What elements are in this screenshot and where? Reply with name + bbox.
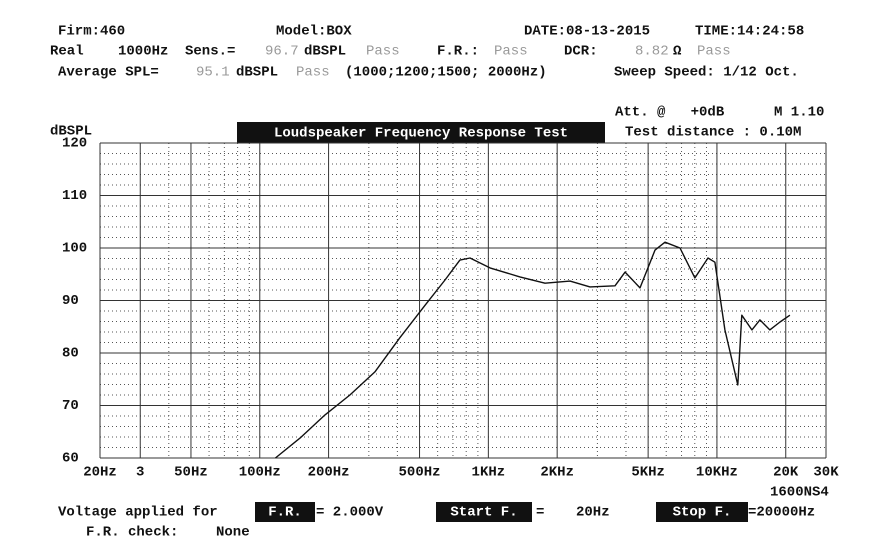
y-tick-label: 100 [62,241,87,257]
check-label: F.R. check: [86,525,178,541]
m: M 1.10 [774,105,824,121]
chart-title: Loudspeaker Frequency Response Test [274,126,568,142]
check-value: None [216,525,250,541]
sens-unit: dBSPL [304,44,346,60]
dcr-unit: Ω [673,44,682,60]
y-tick-label: 110 [62,188,87,204]
avg-status: Pass [296,65,330,81]
y-tick-label: 70 [62,398,79,414]
x-tick-label: 1KHz [472,465,506,481]
voltage-value: = 2.000V [316,505,384,521]
x-tick-label: 200Hz [308,465,350,481]
stop-box-label: Stop F. [673,505,732,521]
y-label: dBSPL [50,124,92,140]
real: Real [50,44,84,60]
distance: Test distance : 0.10M [625,125,801,141]
start-box-label: Start F. [450,505,517,521]
start-box [436,502,532,522]
sens-label: Sens.= [185,44,235,60]
header: Firm:460 Model:BOX DATE:08-13-2015 TIME:… [50,24,824,143]
sens-status: Pass [366,44,400,60]
stop-box [656,502,748,522]
x-tick-label: 100Hz [239,465,281,481]
dcr-label: DCR: [564,44,598,60]
sweep: Sweep Speed: 1/12 Oct. [614,65,799,81]
y-tick-label: 60 [62,451,79,467]
y-tick-label: 90 [62,293,79,309]
fr-status: Pass [494,44,528,60]
x-tick-label: 20K [773,465,799,481]
x-tick-label: 50Hz [174,465,208,481]
footer: 1600NS4 Voltage applied for F.R. = 2.000… [58,485,829,541]
time: TIME:14:24:58 [695,24,804,40]
x-tick-label: 30K [813,465,839,481]
date: DATE:08-13-2015 [524,24,650,40]
response-curve [274,241,791,459]
dcr-value: 8.82 [635,44,669,60]
x-tick-label: 500Hz [399,465,441,481]
firm: Firm:460 [58,24,125,40]
sens-value: 96.7 [265,44,299,60]
avg-label: Average SPL= [58,65,159,81]
avg-unit: dBSPL [236,65,278,81]
fr-box [255,502,315,522]
att: Att. @ +0dB [615,105,725,121]
x-tick-label: 20Hz [83,465,117,481]
x-tick-label: 3 [136,465,144,481]
start-eq: = [536,505,544,521]
code: 1600NS4 [770,485,829,501]
model: Model:BOX [276,24,352,40]
stop-value: =20000Hz [748,505,815,521]
voltage-label: Voltage applied for [58,505,218,521]
x-tick-label: 5KHz [631,465,665,481]
x-tick-label: 10KHz [696,465,738,481]
fr-box-label: F.R. [268,505,302,521]
real-freq: 1000Hz [118,44,168,60]
start-value: 20Hz [576,505,610,521]
x-tick-label: 2KHz [540,465,574,481]
y-tick-label: 120 [62,136,87,152]
y-tick-label: 80 [62,346,79,362]
avg-freqs: (1000;1200;1500; 2000Hz) [345,65,547,81]
fr-label: F.R.: [437,44,479,60]
dcr-status: Pass [697,44,731,60]
title-box [237,122,605,143]
avg-value: 95.1 [196,65,230,81]
